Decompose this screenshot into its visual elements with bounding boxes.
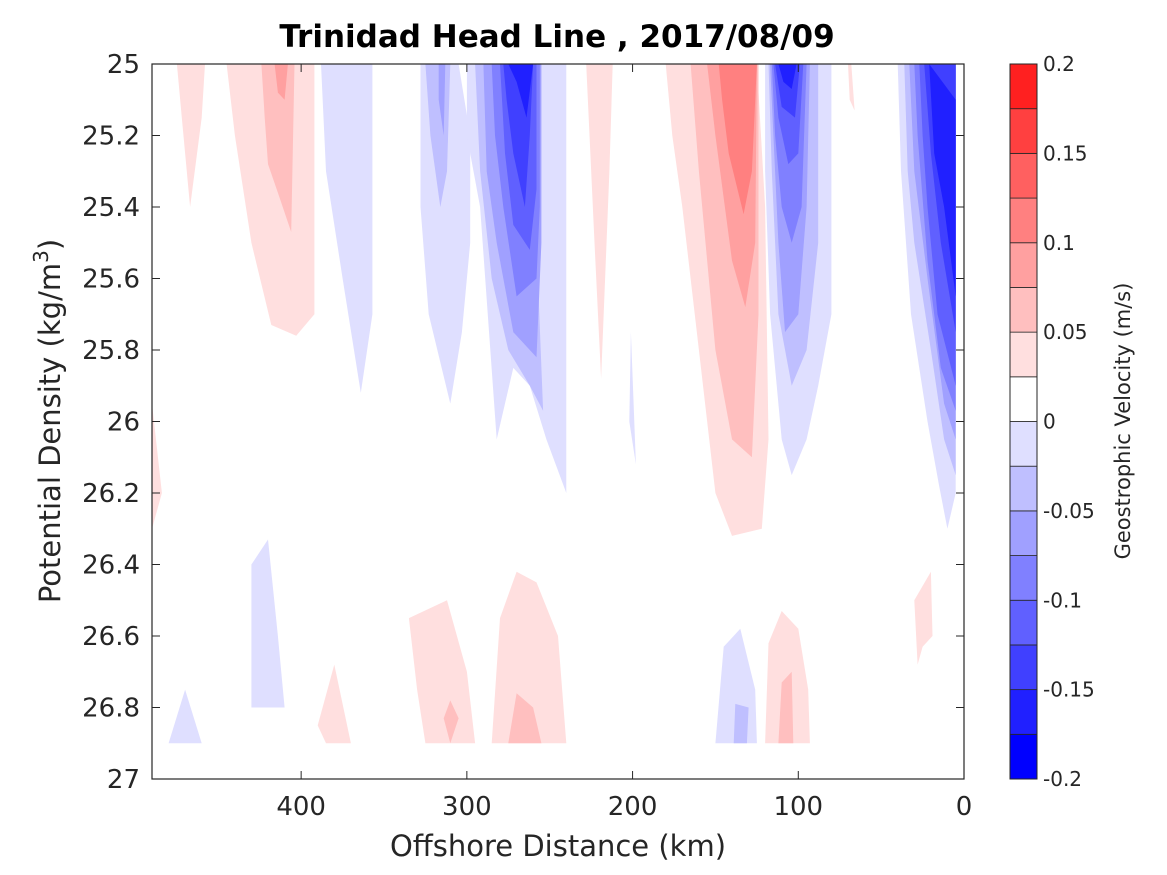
y-axis-label-main: Potential Density (kg/m bbox=[33, 263, 67, 603]
colorbar-frame bbox=[1009, 63, 1038, 780]
colorbar-swatch bbox=[1009, 421, 1038, 467]
x-axis-label: Offshore Distance (km) bbox=[390, 829, 726, 863]
y-tick-label: 25.6 bbox=[82, 265, 140, 295]
colorbar-tick-label: 0.2 bbox=[1043, 52, 1075, 76]
contour-region-neg-level-7 bbox=[508, 64, 534, 118]
contour-region-neg-level-7 bbox=[929, 64, 956, 297]
contour-region-pos-level-1 bbox=[408, 600, 476, 744]
y-axis-label-end: ) bbox=[33, 239, 67, 250]
contour-region-neg-level-2 bbox=[733, 703, 749, 744]
colorbar-tick-label: 0.15 bbox=[1043, 141, 1088, 165]
colorbar-tick-label: -0.1 bbox=[1043, 588, 1082, 612]
colorbar-swatch bbox=[1009, 733, 1038, 780]
contour-region-pos-level-2 bbox=[778, 671, 794, 744]
contour-region-neg-level-3 bbox=[438, 64, 446, 136]
y-tick-label: 26.8 bbox=[82, 694, 140, 724]
contour-region-pos-level-1 bbox=[914, 571, 933, 665]
colorbar-tick-label: -0.15 bbox=[1043, 678, 1095, 702]
y-tick-label: 27 bbox=[107, 765, 140, 795]
y-axis-label: Potential Density (kg/m3) bbox=[29, 239, 67, 603]
colorbar-ticks: -0.2 -0.15 -0.1 -0.05 0 0.05 0.1 0.15 0.2 bbox=[1043, 52, 1095, 791]
colorbar-swatch bbox=[1009, 599, 1038, 646]
contour-layer bbox=[152, 64, 956, 744]
y-tick-label: 26.4 bbox=[82, 551, 140, 581]
contour-region-pos-level-2 bbox=[443, 700, 459, 744]
x-tick-label: 100 bbox=[773, 792, 823, 822]
y-tick-label: 26.2 bbox=[82, 479, 140, 509]
chart-title: Trinidad Head Line , 2017/08/09 bbox=[279, 19, 834, 55]
colorbar-tick-label: 0.1 bbox=[1043, 231, 1075, 255]
colorbar-swatch bbox=[1009, 197, 1038, 244]
colorbar-swatch bbox=[1009, 510, 1038, 556]
colorbar-swatch bbox=[1009, 555, 1038, 601]
contour-region-neg-level-1 bbox=[629, 332, 636, 465]
colorbar-swatch bbox=[1009, 465, 1038, 512]
contour-region-pos-level-3 bbox=[274, 64, 288, 100]
contour-region-neg-level-1 bbox=[321, 64, 373, 393]
contour-region-pos-level-1 bbox=[176, 64, 205, 207]
contour-region-neg-level-7 bbox=[778, 64, 797, 89]
colorbar-swatch bbox=[1009, 242, 1038, 288]
colorbar-swatch bbox=[1009, 152, 1038, 199]
colorbar-swatch bbox=[1009, 689, 1038, 735]
colorbar bbox=[1009, 63, 1038, 780]
colorbar-tick-label: -0.2 bbox=[1043, 767, 1082, 791]
y-axis-label-superscript: 3 bbox=[29, 250, 53, 263]
contour-region-pos-level-4 bbox=[718, 64, 757, 215]
x-tick-label: 400 bbox=[276, 792, 326, 822]
x-axis: 400 300 200 100 0 bbox=[276, 64, 972, 822]
x-tick-label: 0 bbox=[956, 792, 973, 822]
y-axis: 25 25.2 25.4 25.6 25.8 26 26.2 26.4 26.6 26.8 27 bbox=[82, 50, 964, 795]
contour-region-neg-level-1 bbox=[168, 689, 202, 744]
y-tick-label: 25.8 bbox=[82, 336, 140, 366]
contour-region-pos-level-1 bbox=[491, 571, 567, 744]
x-tick-label: 300 bbox=[442, 792, 492, 822]
contour-region-pos-level-2 bbox=[261, 64, 295, 232]
y-tick-label: 26 bbox=[107, 408, 140, 438]
colorbar-swatch bbox=[1009, 108, 1038, 154]
x-tick-label: 200 bbox=[608, 792, 658, 822]
colorbar-label: Geostrophic Velocity (m/s) bbox=[1111, 283, 1135, 560]
colorbar-swatch bbox=[1009, 63, 1038, 110]
colorbar-tick-label: -0.05 bbox=[1043, 499, 1095, 523]
colorbar-swatch bbox=[1009, 287, 1038, 333]
colorbar-tick-label: 0.05 bbox=[1043, 320, 1088, 344]
contour-region-neg-level-1 bbox=[251, 539, 285, 708]
colorbar-tick-label: 0 bbox=[1043, 410, 1056, 434]
colorbar-swatch bbox=[1009, 644, 1038, 691]
y-tick-label: 25.2 bbox=[82, 122, 140, 152]
contour-region-pos-level-1 bbox=[152, 403, 162, 529]
contour-region-pos-level-1 bbox=[586, 64, 613, 379]
y-tick-label: 26.6 bbox=[82, 622, 140, 652]
contour-region-pos-level-1 bbox=[317, 664, 351, 744]
contour-region-pos-level-1 bbox=[848, 64, 855, 111]
colorbar-swatch bbox=[1009, 331, 1038, 378]
y-tick-label: 25.4 bbox=[82, 193, 140, 223]
y-tick-label: 25 bbox=[107, 50, 140, 80]
colorbar-swatch bbox=[1009, 376, 1038, 422]
contour-region-pos-level-2 bbox=[508, 693, 542, 744]
